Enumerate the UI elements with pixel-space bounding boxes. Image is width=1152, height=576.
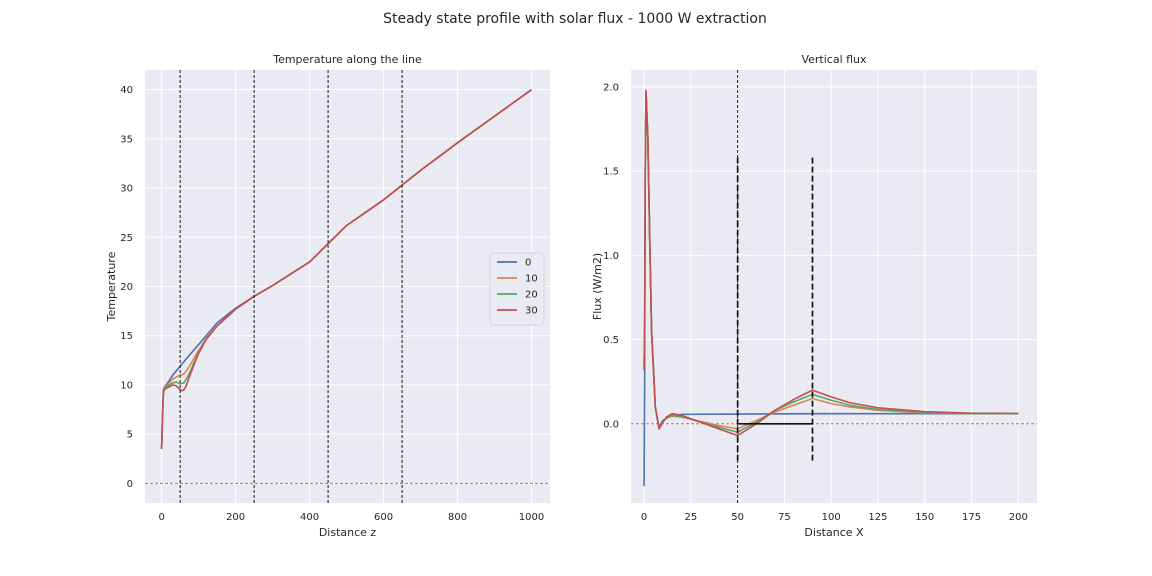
x-tick-label: 25: [685, 512, 698, 523]
x-tick-label: 400: [300, 512, 319, 523]
legend-label-10: 10: [525, 274, 538, 285]
x-tick-label: 150: [915, 512, 934, 523]
x-tick-label: 1000: [519, 512, 544, 523]
x-tick-label: 200: [226, 512, 245, 523]
y-tick-label: 0.0: [603, 419, 619, 430]
y-tick-label: 2.0: [603, 82, 619, 93]
y-tick-label: 1.5: [603, 167, 619, 178]
plot-area: [631, 70, 1037, 503]
x-tick-label: 800: [448, 512, 467, 523]
chart-title: Vertical flux: [801, 53, 867, 66]
plot-layer: [145, 70, 550, 503]
y-tick-label: 1.0: [603, 251, 619, 262]
y-tick-label: 5: [127, 430, 133, 441]
y-tick-label: 0: [127, 479, 133, 490]
y-tick-label: 15: [120, 331, 133, 342]
y-tick-label: 20: [120, 282, 133, 293]
x-tick-label: 50: [731, 512, 744, 523]
legend-label-0: 0: [525, 258, 531, 269]
x-tick-label: 0: [641, 512, 647, 523]
x-tick-label: 0: [158, 512, 164, 523]
x-axis-label: Distance X: [804, 526, 864, 539]
series-line-30: [160, 89, 532, 449]
x-tick-label: 100: [822, 512, 841, 523]
y-axis-label: Flux (W/m2): [591, 253, 604, 320]
x-tick-label: 75: [778, 512, 791, 523]
legend-label-20: 20: [525, 290, 538, 301]
plot-layer: [631, 70, 1037, 503]
y-tick-label: 0.5: [603, 335, 619, 346]
y-tick-label: 25: [120, 233, 133, 244]
x-tick-label: 175: [962, 512, 981, 523]
chart-title: Temperature along the line: [272, 53, 422, 66]
x-tick-label: 600: [374, 512, 393, 523]
y-tick-label: 40: [120, 85, 133, 96]
series-line-30: [643, 89, 1019, 437]
y-tick-label: 30: [120, 184, 133, 195]
flux-chart: 0 25 50 75 100 125 150 175 200 0.0 0.5 1.0 1.5 2.0 Ver…: [591, 53, 1037, 539]
figure-title: Steady state profile with solar flux - 1…: [383, 11, 767, 27]
x-axis-label: Distance z: [319, 526, 377, 539]
y-tick-label: 35: [120, 134, 133, 145]
legend: 0 10 20 30: [489, 252, 545, 326]
y-axis-label: Temperature: [105, 251, 118, 322]
temperature-chart: 0 200 400 600 800 10000510152025303540Tempera…: [105, 53, 550, 539]
x-tick-label: 200: [1009, 512, 1028, 523]
legend-box: [489, 252, 545, 326]
y-tick-label: 10: [120, 380, 133, 391]
legend-label-30: 30: [525, 306, 538, 317]
x-tick-label: 125: [868, 512, 887, 523]
